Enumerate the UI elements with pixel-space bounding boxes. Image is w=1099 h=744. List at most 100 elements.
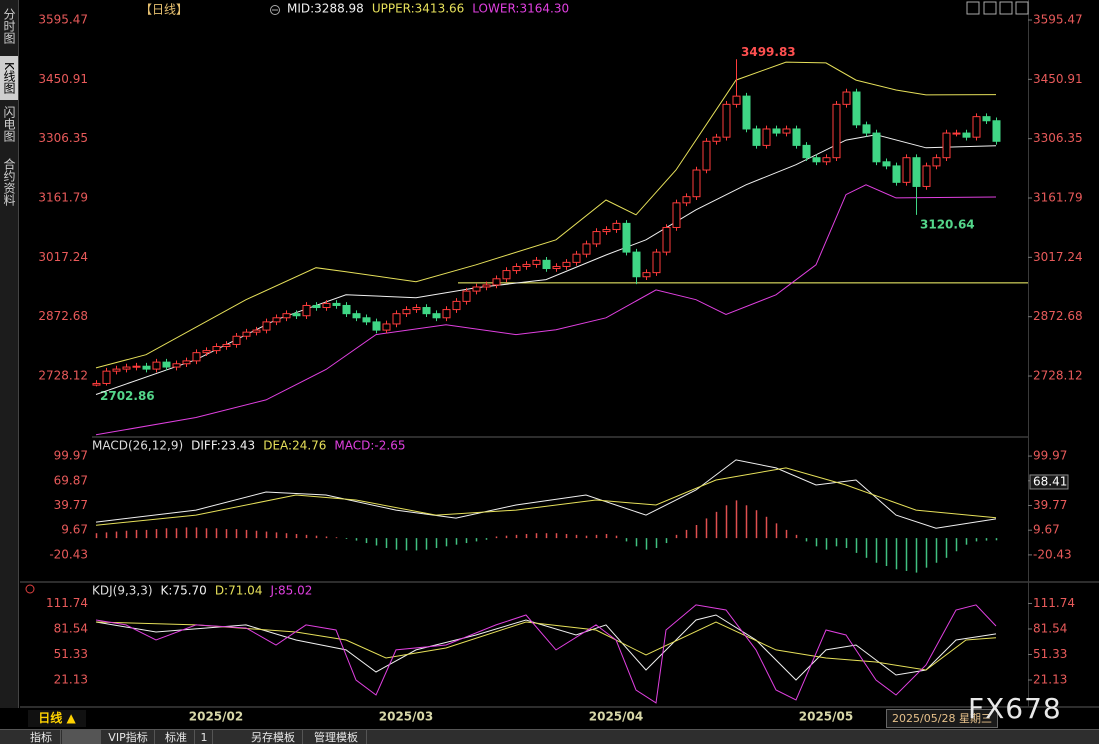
window-button[interactable]	[1015, 1, 1029, 15]
plot-area	[95, 459, 998, 573]
panel-icon[interactable]	[25, 584, 35, 594]
candle-body	[522, 263, 531, 267]
indicator-line	[95, 604, 997, 704]
y-tick-label: 21.13	[1033, 672, 1067, 686]
candle-body	[842, 91, 851, 105]
period-button[interactable]: 日线 ▲	[28, 710, 86, 727]
x-tick-label: 2025/04	[589, 710, 643, 724]
candle-body	[922, 165, 931, 187]
candle-body	[852, 91, 861, 126]
candle-body	[582, 243, 591, 255]
y-tick-label: 3017.24	[38, 250, 88, 264]
candle-body	[442, 309, 451, 319]
legend-label: MID:3288.98	[287, 2, 364, 16]
legend-label: K:75.70	[161, 584, 207, 598]
sidebar-tab[interactable]: 闪电图	[2, 106, 16, 142]
y-tick-label: 99.97	[54, 449, 88, 463]
candle-body	[592, 231, 601, 245]
y-tick-label: -20.43	[1033, 547, 1072, 561]
y-tick-label: 81.54	[54, 621, 88, 635]
candle-body	[872, 132, 881, 163]
toolbar-tab[interactable]: 管理模板	[306, 730, 367, 744]
candle-body	[672, 202, 681, 228]
legend-label: J:85.02	[269, 584, 312, 598]
plot-area	[92, 59, 1028, 436]
legend-label: DIFF:23.43	[191, 439, 255, 453]
candle-body	[802, 144, 811, 159]
period-title: 【日线】	[140, 3, 188, 17]
toolbar-tab[interactable]: VIP指标	[102, 730, 155, 744]
candle-body	[862, 124, 871, 134]
sidebar-tab[interactable]: 分时图	[2, 8, 16, 44]
y-tick-label: 3161.79	[38, 191, 88, 205]
candle-body	[152, 361, 161, 370]
candle-body	[412, 307, 421, 311]
y-tick-label: 9.67	[1033, 523, 1060, 537]
candle-body	[422, 307, 431, 315]
candle-body	[762, 128, 771, 146]
low-label: 3120.64	[920, 217, 975, 231]
candle-body	[892, 165, 901, 183]
plot-area	[95, 604, 997, 704]
y-tick-label: 111.74	[46, 596, 88, 610]
candle-body	[992, 120, 1001, 142]
bottom-toolbar: 指标 VIP指标 标准 1 另存模板 管理模板	[0, 729, 1099, 744]
candle-body	[222, 343, 231, 348]
toolbar-tab[interactable]: 另存模板	[244, 730, 303, 744]
toolbar-gap	[62, 730, 101, 744]
candle-body	[722, 103, 731, 138]
window-buttons	[966, 1, 1029, 15]
y-tick-label: 39.77	[54, 498, 88, 512]
candle-body	[312, 304, 321, 309]
toolbar-tab[interactable]: 1	[196, 730, 213, 744]
candle-body	[682, 196, 691, 204]
legend-label: MACD(26,12,9)	[92, 439, 183, 453]
candle-body	[612, 222, 621, 231]
low-label: 2702.86	[100, 389, 155, 403]
candle-body	[352, 313, 361, 319]
y-tick-label: 3595.47	[1033, 13, 1083, 27]
candle-body	[302, 304, 311, 317]
y-tick-label: 3306.35	[38, 131, 88, 145]
candle-body	[622, 222, 631, 253]
legend-label: LOWER:3164.30	[472, 2, 569, 16]
window-button[interactable]	[966, 1, 980, 15]
collapse-icon[interactable]	[270, 5, 280, 15]
candle-body	[492, 278, 501, 286]
candle-body	[482, 284, 491, 288]
candle-body	[692, 169, 701, 198]
window-button[interactable]	[999, 1, 1013, 15]
value-marker: 68.41	[1033, 474, 1067, 488]
high-label: 3499.83	[741, 45, 796, 59]
toolbar-tab[interactable]: 标准	[158, 730, 195, 744]
candle-body	[462, 290, 471, 302]
candle-body	[772, 128, 781, 134]
candle-body	[652, 251, 661, 274]
candle-body	[532, 259, 541, 265]
candle-body	[282, 313, 291, 319]
y-tick-label: 3161.79	[1033, 191, 1083, 205]
candle-body	[782, 128, 791, 134]
candle-body	[822, 157, 831, 163]
y-tick-label: 3595.47	[38, 13, 88, 27]
candle-body	[132, 365, 141, 368]
candle-body	[382, 323, 391, 331]
y-tick-label: 69.87	[54, 473, 88, 487]
candle-body	[102, 370, 111, 384]
candle-body	[372, 321, 381, 331]
legend-label: UPPER:3413.66	[372, 2, 464, 16]
candle-body	[602, 229, 611, 233]
sidebar-tab[interactable]: 合约资料	[2, 158, 16, 206]
candle-body	[262, 321, 271, 331]
y-tick-label: 51.33	[1033, 647, 1067, 661]
candle-body	[552, 265, 561, 270]
candle-body	[572, 253, 581, 263]
candle-body	[122, 366, 131, 370]
candle-body	[362, 317, 371, 323]
candle-body	[502, 270, 511, 280]
candle-body	[732, 95, 741, 105]
window-button[interactable]	[983, 1, 997, 15]
toolbar-tab[interactable]: 指标	[22, 730, 61, 744]
sidebar: 分时图 K线图 闪电图 合约资料	[0, 0, 19, 708]
sidebar-tab[interactable]: K线图	[0, 56, 18, 100]
